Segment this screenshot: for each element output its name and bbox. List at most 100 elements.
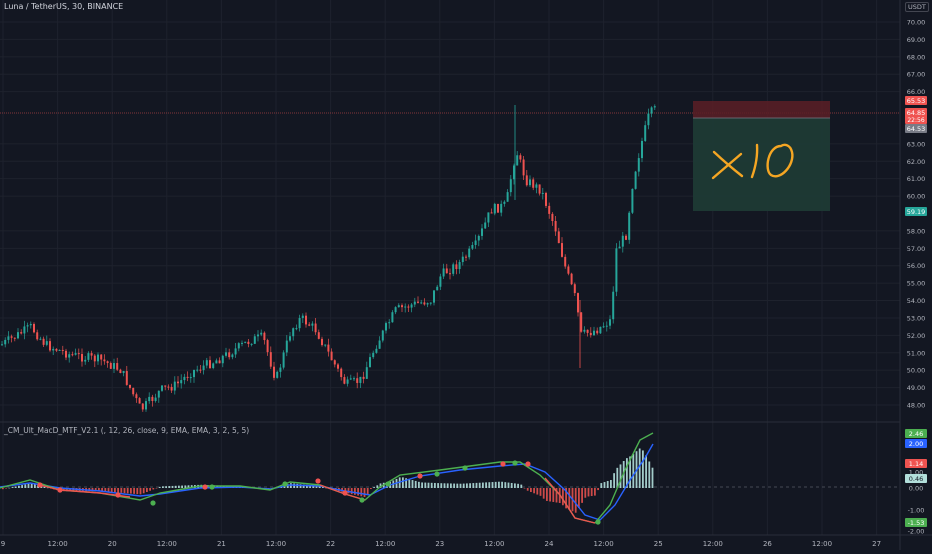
symbol-title[interactable]: Luna / TetherUS, 30, BINANCE	[4, 2, 124, 11]
candle-body	[484, 222, 487, 229]
indicator-title[interactable]: _CM_Ult_MacD_MTF_V2.1 (, 12, 26, close, …	[4, 426, 250, 435]
time-axis[interactable]: 9 12:00 20 12:00 21 12:00 22 12:00 23 12:00 24 12:0…	[1, 540, 881, 548]
histogram-bar	[178, 485, 180, 488]
cross-dot	[500, 461, 506, 467]
candle-body	[55, 348, 58, 351]
histogram-bar	[485, 482, 487, 488]
histogram-bar	[117, 488, 119, 493]
candle-body	[250, 343, 253, 345]
histogram-bar	[187, 485, 190, 488]
cross-dot	[462, 465, 468, 471]
candle-body	[346, 379, 349, 384]
histogram-bar	[139, 488, 142, 495]
time-tick-label: 25	[654, 540, 663, 548]
candle-body	[87, 353, 90, 360]
candle-body	[151, 396, 154, 401]
histogram-bar	[542, 488, 545, 499]
histogram-bar	[638, 448, 641, 488]
cross-dot	[37, 482, 43, 488]
stop-zone[interactable]	[693, 101, 830, 118]
candle-body	[471, 244, 474, 249]
price-tick-label: 53.00	[907, 314, 926, 322]
candle-body	[602, 326, 605, 328]
histogram-bar	[587, 488, 590, 497]
time-tick-label: 20	[108, 540, 117, 548]
candle-body	[45, 341, 48, 345]
candle-body	[580, 312, 583, 332]
cross-dot	[417, 473, 423, 479]
histogram-bar	[619, 464, 622, 488]
price-tick-label: 48.00	[907, 402, 926, 410]
price-tick-label: 49.00	[907, 384, 926, 392]
position-tool[interactable]	[693, 101, 830, 211]
histogram-bar	[171, 485, 174, 488]
annotation-x10[interactable]	[711, 143, 794, 180]
histogram-bar	[66, 488, 68, 492]
time-tick-label: 12:00	[266, 540, 286, 548]
cross-dot	[525, 461, 531, 467]
currency-button[interactable]: USDT	[905, 2, 929, 12]
candle-body	[205, 360, 208, 366]
candle-body	[20, 332, 23, 334]
candle-body	[567, 266, 570, 274]
price-tick-label: 66.00	[907, 88, 926, 96]
candle-body	[241, 342, 243, 344]
candle-body	[231, 354, 234, 358]
histogram-bar	[510, 482, 513, 488]
candle-body	[154, 397, 157, 401]
histogram-bar	[482, 482, 484, 488]
candle-body	[490, 212, 493, 214]
candle-body	[42, 338, 45, 345]
histogram-bar	[123, 488, 126, 494]
candle-body	[378, 340, 381, 349]
candle-body	[4, 339, 7, 345]
candle-body	[650, 107, 653, 114]
candle-body	[311, 323, 314, 326]
candle-body	[410, 304, 413, 308]
candle-body	[589, 332, 592, 336]
histogram-bar	[498, 481, 500, 488]
candle-body	[497, 203, 499, 213]
histogram-bar	[597, 488, 599, 491]
indicator-axis[interactable]: 1.00 0.00 -1.00 -2.00	[908, 469, 925, 536]
histogram-bar	[94, 488, 97, 492]
histogram-bar	[411, 480, 414, 488]
candle-body	[487, 212, 490, 223]
time-tick-label: 27	[872, 540, 881, 548]
histogram-bar	[600, 483, 603, 488]
candle-body	[493, 203, 496, 214]
histogram-bar	[162, 486, 164, 488]
price-axis[interactable]: 70.00 69.00 68.00 67.00 66.00 63.00 62.00 61.00…	[907, 19, 926, 410]
candle-body	[625, 235, 627, 240]
histogram-bar	[520, 484, 523, 488]
target-zone[interactable]	[693, 118, 830, 211]
ind-bottom-green-label: -1.53	[908, 519, 925, 527]
histogram-bar	[594, 488, 596, 496]
price-tick-label: 67.00	[907, 71, 926, 79]
candle-body	[586, 329, 589, 333]
top-red-label-bg	[905, 96, 927, 105]
candle-body	[509, 179, 512, 193]
candle-body	[407, 306, 410, 308]
candle-body	[39, 338, 42, 340]
candle-body	[644, 125, 647, 141]
last-price-label: 64.85	[907, 109, 926, 117]
cross-dot	[282, 481, 288, 487]
candle-body	[129, 384, 131, 388]
histogram-bar	[488, 482, 491, 488]
time-tick-label: 22	[326, 540, 335, 548]
candle-body	[116, 363, 119, 370]
candle-body	[218, 360, 221, 364]
candle-body	[71, 354, 74, 356]
ind-gray-label-bg	[905, 474, 927, 483]
candle-body	[570, 273, 573, 285]
cross-dot	[385, 481, 391, 487]
price-tick-label: 70.00	[907, 19, 926, 27]
histogram-bar	[27, 483, 30, 488]
candle-body	[538, 184, 541, 194]
candle-body	[500, 203, 503, 213]
histogram-bar	[456, 483, 459, 488]
candle-body	[148, 396, 151, 402]
candle-body	[522, 159, 525, 176]
